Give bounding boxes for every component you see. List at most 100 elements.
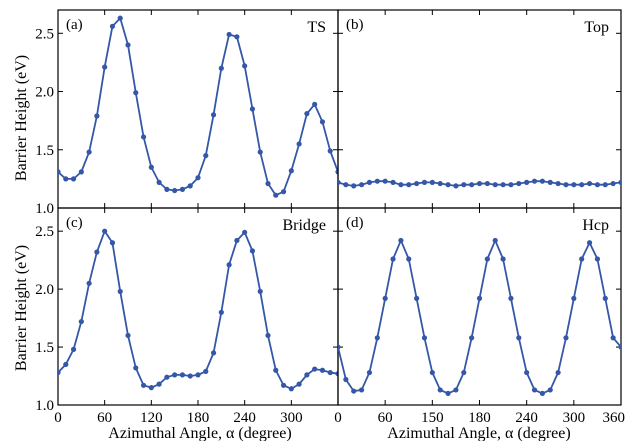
data-point — [429, 369, 435, 376]
data-point — [500, 256, 506, 262]
data-point — [453, 387, 459, 393]
data-point — [312, 366, 318, 372]
data-point — [288, 168, 294, 174]
series-line — [338, 239, 621, 395]
data-point — [602, 182, 608, 188]
data-point — [476, 295, 483, 301]
data-point — [249, 248, 256, 254]
y-axis-label-top: Barrier Height (eV) — [13, 55, 30, 181]
data-point — [109, 240, 116, 246]
data-point — [63, 176, 69, 182]
data-point — [461, 182, 467, 188]
data-point — [618, 179, 621, 185]
data-point — [102, 228, 108, 234]
data-point — [469, 182, 475, 188]
data-point — [195, 175, 201, 181]
y-tick-label: 1.0 — [35, 398, 54, 414]
data-point — [382, 295, 388, 301]
y-tick-label: 2.5 — [35, 26, 54, 42]
x-tick-label: 0 — [54, 410, 62, 426]
data-point — [555, 180, 561, 187]
panel-letter: (c) — [66, 215, 83, 231]
data-point — [102, 64, 108, 70]
data-point — [406, 182, 412, 188]
data-point — [358, 387, 365, 393]
data-point — [257, 288, 263, 295]
data-point — [70, 346, 77, 352]
data-point — [445, 182, 451, 188]
x-tick-label: 60 — [97, 410, 112, 426]
data-point — [133, 365, 139, 371]
panel-letter: (a) — [66, 17, 83, 33]
x-tick-label: 150 — [421, 410, 444, 426]
data-point — [117, 288, 123, 295]
panel-name: Bridge — [282, 217, 326, 234]
x-axis-label-right: Azimuthal Angle, α (degree) — [387, 425, 570, 441]
series-line — [58, 230, 338, 390]
data-point — [288, 386, 294, 392]
data-point — [58, 369, 61, 376]
x-tick-label: 360 — [603, 410, 626, 426]
data-point — [358, 182, 365, 188]
panel-name: TS — [307, 19, 326, 36]
data-point — [187, 183, 193, 189]
data-point — [296, 381, 302, 387]
data-point — [218, 309, 224, 315]
y-axis-label-bottom: Barrier Height (eV) — [13, 245, 30, 371]
data-point — [343, 182, 349, 188]
data-point — [304, 372, 310, 378]
data-point — [58, 169, 61, 175]
data-point — [414, 295, 420, 301]
data-point — [508, 182, 514, 188]
data-point — [531, 387, 538, 393]
y-tick-label: 1.5 — [35, 143, 54, 159]
series-line — [58, 17, 338, 197]
data-point — [117, 15, 123, 21]
panel-bridge: 1.0 1.5 2.0 2.5 0 60 120 180 240 300 (c) Bridge — [35, 207, 339, 426]
data-point — [406, 256, 412, 262]
data-point — [63, 361, 69, 368]
x-axis-label-left: Azimuthal Angle, α (degree) — [108, 425, 291, 441]
x-tick-label: 120 — [140, 410, 163, 426]
data-point — [164, 186, 170, 192]
data-point — [265, 180, 271, 187]
data-point — [226, 31, 232, 38]
data-point — [172, 372, 178, 378]
data-point — [516, 180, 522, 187]
data-point — [280, 382, 287, 388]
y-tick-label: 1.5 — [35, 340, 54, 356]
data-point — [187, 373, 193, 379]
data-point — [78, 169, 84, 175]
panel-name: Hcp — [582, 217, 609, 234]
data-point — [327, 369, 333, 376]
data-point — [156, 179, 162, 185]
data-point — [210, 112, 217, 118]
x-tick-label: 180 — [468, 410, 491, 426]
data-point — [86, 280, 92, 286]
data-point — [453, 183, 459, 189]
data-point — [461, 369, 467, 376]
data-point — [234, 34, 240, 40]
x-tick-label: 180 — [187, 410, 210, 426]
x-tick-label: 240 — [515, 410, 538, 426]
panel-ts: 1.0 1.5 2.0 2.5 (a) TS — [35, 9, 339, 217]
data-point — [273, 192, 279, 198]
data-point — [156, 381, 162, 387]
data-point — [133, 90, 139, 96]
series-hcp — [338, 237, 621, 397]
data-point — [203, 152, 209, 159]
data-point — [338, 179, 341, 185]
data-point — [524, 369, 530, 376]
data-point — [547, 179, 553, 185]
y-tick-label: 2.0 — [35, 85, 54, 101]
data-point — [618, 344, 621, 350]
data-point — [382, 178, 388, 184]
data-point — [610, 335, 616, 341]
data-point — [579, 256, 585, 262]
data-point — [304, 111, 310, 117]
panel-hcp: 0 60 150 180 240 300 360 (d) Hcp — [334, 207, 626, 426]
data-point — [257, 149, 263, 155]
data-point — [226, 262, 232, 268]
data-point — [476, 180, 483, 187]
